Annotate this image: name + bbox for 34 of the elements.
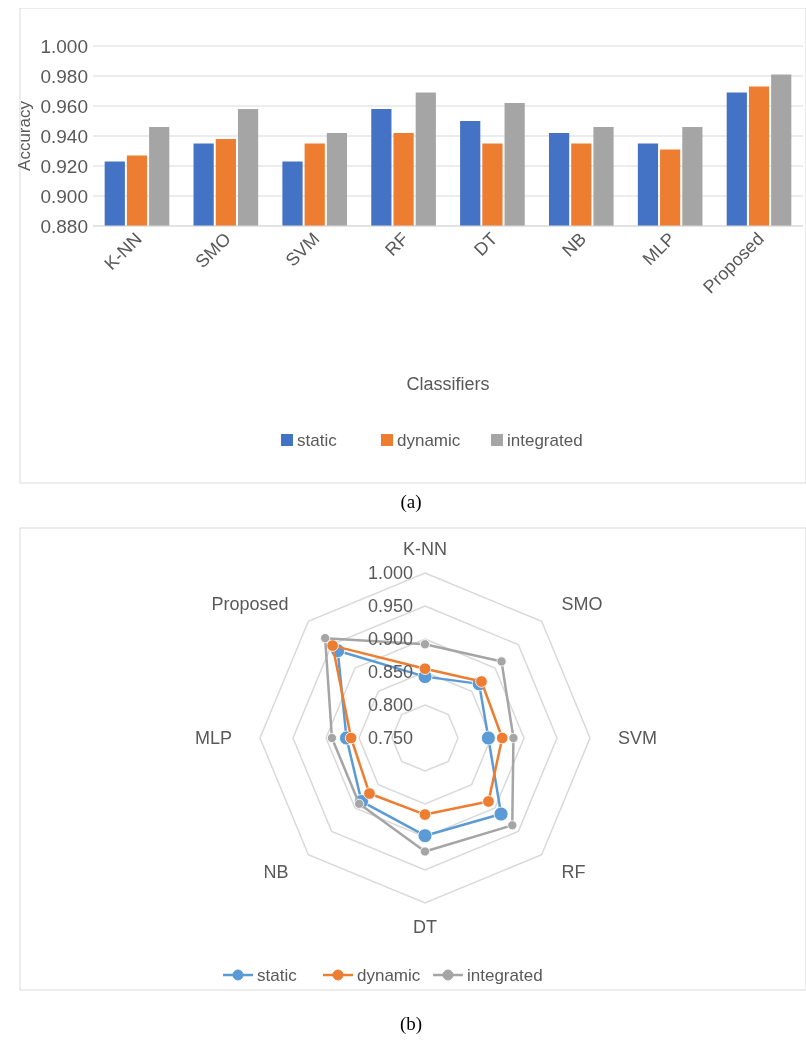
x-tick-label: RF bbox=[381, 228, 413, 260]
y-tick-label: 0.920 bbox=[40, 156, 88, 177]
spoke-label: DT bbox=[413, 917, 437, 937]
spoke-label: SVM bbox=[618, 728, 658, 748]
spoke-label: RF bbox=[561, 861, 586, 882]
spoke-label: Proposed bbox=[211, 594, 289, 615]
y-tick-label: 0.950 bbox=[367, 596, 413, 616]
legend-label: static bbox=[257, 966, 298, 985]
x-axis-title: Classifiers bbox=[406, 374, 490, 394]
legend-label: integrated bbox=[507, 431, 583, 450]
x-tick-label: NB bbox=[558, 228, 591, 261]
y-axis-title: Accuracy bbox=[15, 100, 34, 171]
y-tick-label: 0.850 bbox=[367, 662, 413, 682]
legend-label: dynamic bbox=[397, 431, 461, 450]
legend-label: static bbox=[297, 431, 338, 450]
y-tick-label: 0.900 bbox=[367, 629, 413, 649]
y-tick-label: 0.960 bbox=[40, 96, 88, 117]
y-tick-label: 0.880 bbox=[40, 216, 88, 237]
y-tick-label: 0.900 bbox=[40, 186, 88, 207]
legend-label: integrated bbox=[467, 966, 543, 985]
spoke-label: NB bbox=[263, 861, 289, 882]
y-tick-label: 1.000 bbox=[40, 36, 88, 57]
y-tick-label: 0.980 bbox=[40, 66, 88, 87]
spoke-label: SMO bbox=[561, 594, 603, 615]
y-tick-label: 1.000 bbox=[367, 563, 413, 583]
y-tick-label: 0.940 bbox=[40, 126, 88, 147]
spoke-label: MLP bbox=[194, 728, 232, 748]
text: (b) bbox=[399, 1013, 423, 1035]
spoke-label: K-NN bbox=[403, 539, 447, 559]
y-tick-label: 0.750 bbox=[367, 728, 413, 748]
x-tick-label: DT bbox=[470, 228, 502, 260]
y-tick-label: 0.800 bbox=[367, 695, 413, 715]
text: (a) bbox=[400, 491, 422, 513]
legend-label: dynamic bbox=[357, 966, 421, 985]
